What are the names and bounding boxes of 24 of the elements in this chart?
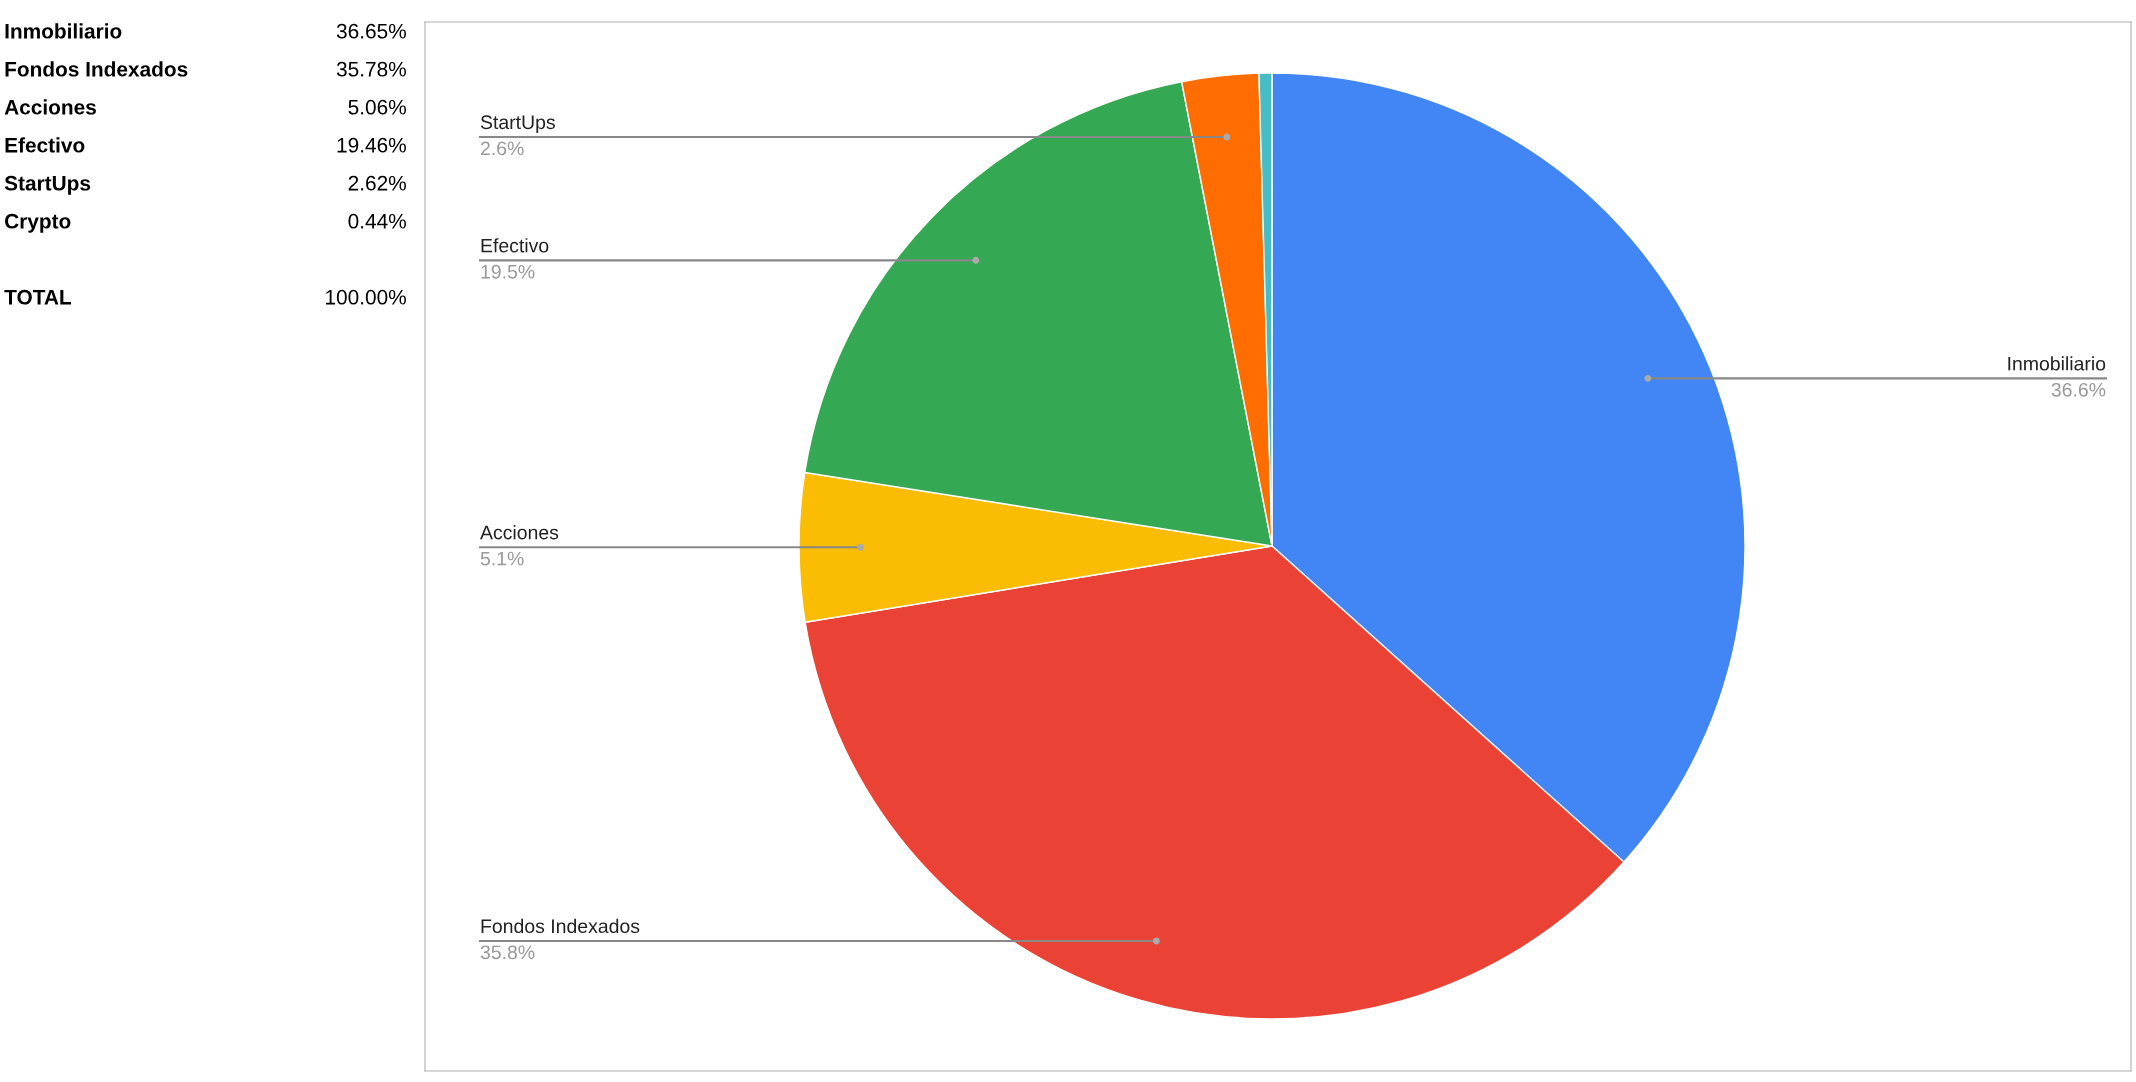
data-label: 19.5% [481, 264, 535, 279]
slice-label: Acciones [480, 525, 559, 540]
data-label: 35.8% [480, 945, 535, 960]
text: Inmobiliario [5, 23, 122, 39]
text: 36.65% [336, 23, 406, 39]
slice-label: Inmobiliario [2008, 356, 2106, 371]
text: 5.06% [348, 99, 406, 115]
text: Crypto [5, 213, 71, 233]
text: StartUps [4, 175, 91, 195]
text: 100.00% [326, 289, 406, 305]
text: 0.44% [348, 213, 406, 229]
data-label: 2.6% [480, 141, 524, 156]
text: Acciones [4, 99, 96, 115]
text: 2.62% [348, 175, 406, 191]
text: 35.78% [336, 61, 406, 77]
data-label: 36.6% [2051, 382, 2106, 397]
text: TOTAL [4, 289, 72, 305]
text: Fondos Indexados [5, 61, 188, 77]
slice-label: Fondos Indexados [481, 918, 640, 934]
data-label: 5.1% [480, 551, 524, 566]
text: Efectivo [5, 137, 85, 153]
slice-label: StartUps [480, 115, 555, 133]
text: 19.46% [337, 137, 406, 153]
slice-label: Efectivo [481, 238, 549, 253]
